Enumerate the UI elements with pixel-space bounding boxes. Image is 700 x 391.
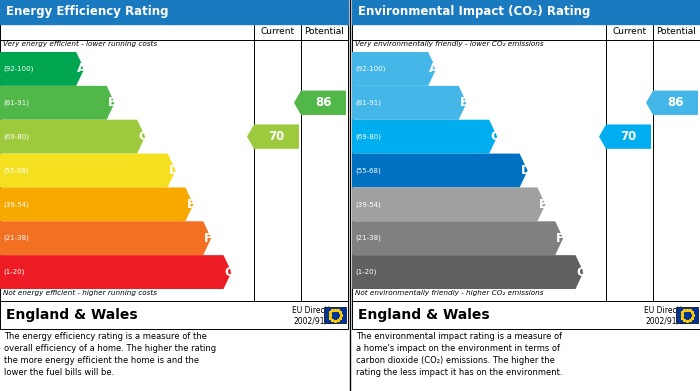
Text: B: B — [460, 96, 469, 109]
Text: (39-54): (39-54) — [3, 201, 29, 208]
Text: (81-91): (81-91) — [3, 100, 29, 106]
Text: G: G — [225, 265, 235, 278]
Text: G: G — [577, 265, 587, 278]
Text: The energy efficiency rating is a measure of the
overall efficiency of a home. T: The energy efficiency rating is a measur… — [4, 332, 216, 377]
Text: Current: Current — [612, 27, 647, 36]
Polygon shape — [352, 154, 528, 187]
Polygon shape — [0, 154, 176, 187]
Text: Very energy efficient - lower running costs: Very energy efficient - lower running co… — [3, 41, 157, 47]
Text: Potential: Potential — [304, 27, 344, 36]
Polygon shape — [0, 221, 211, 255]
Polygon shape — [0, 187, 193, 221]
Text: 70: 70 — [268, 130, 285, 143]
Bar — [324, 307, 346, 323]
Text: D: D — [521, 164, 531, 177]
Text: 70: 70 — [620, 130, 636, 143]
Text: EU Directive: EU Directive — [293, 306, 340, 315]
Text: Potential: Potential — [657, 27, 696, 36]
Text: (92-100): (92-100) — [3, 66, 34, 72]
Text: England & Wales: England & Wales — [6, 308, 138, 322]
Text: C: C — [490, 130, 499, 143]
Text: (1-20): (1-20) — [3, 269, 25, 275]
Text: E: E — [186, 198, 195, 211]
Polygon shape — [599, 124, 651, 149]
Text: A: A — [77, 63, 87, 75]
Text: (55-68): (55-68) — [3, 167, 29, 174]
Polygon shape — [352, 86, 467, 120]
Text: EU Directive: EU Directive — [645, 306, 692, 315]
Polygon shape — [352, 52, 436, 86]
Text: 2002/91/EC: 2002/91/EC — [646, 316, 690, 325]
Polygon shape — [352, 187, 545, 221]
Bar — [676, 307, 698, 323]
Text: F: F — [556, 232, 565, 245]
Bar — [352, 0, 700, 24]
Text: The environmental impact rating is a measure of
a home's impact on the environme: The environmental impact rating is a mea… — [356, 332, 563, 377]
Text: F: F — [204, 232, 213, 245]
Text: Environmental Impact (CO₂) Rating: Environmental Impact (CO₂) Rating — [358, 5, 590, 18]
Polygon shape — [0, 255, 232, 289]
Text: England & Wales: England & Wales — [358, 308, 489, 322]
Polygon shape — [0, 52, 84, 86]
Polygon shape — [0, 86, 115, 120]
Text: (69-80): (69-80) — [355, 133, 381, 140]
Text: A: A — [429, 63, 439, 75]
Polygon shape — [0, 120, 145, 154]
Polygon shape — [247, 124, 299, 149]
Bar — [0, 24, 348, 301]
Text: Very environmentally friendly - lower CO₂ emissions: Very environmentally friendly - lower CO… — [355, 41, 544, 47]
Polygon shape — [352, 255, 584, 289]
Polygon shape — [352, 221, 564, 255]
Text: (81-91): (81-91) — [355, 100, 381, 106]
Text: (92-100): (92-100) — [355, 66, 386, 72]
Text: Not environmentally friendly - higher CO₂ emissions: Not environmentally friendly - higher CO… — [355, 290, 543, 296]
Polygon shape — [646, 91, 698, 115]
Text: (21-38): (21-38) — [3, 235, 29, 242]
Text: E: E — [538, 198, 547, 211]
Polygon shape — [294, 91, 346, 115]
Text: D: D — [169, 164, 179, 177]
Bar — [352, 301, 700, 329]
Bar — [0, 0, 348, 24]
Bar — [0, 301, 348, 329]
Text: (55-68): (55-68) — [355, 167, 381, 174]
Text: 86: 86 — [667, 96, 684, 109]
Text: (69-80): (69-80) — [3, 133, 29, 140]
Text: Not energy efficient - higher running costs: Not energy efficient - higher running co… — [3, 290, 157, 296]
Text: (21-38): (21-38) — [355, 235, 381, 242]
Text: 86: 86 — [315, 96, 332, 109]
Text: C: C — [138, 130, 147, 143]
Text: B: B — [108, 96, 117, 109]
Text: 2002/91/EC: 2002/91/EC — [294, 316, 338, 325]
Polygon shape — [352, 120, 497, 154]
Bar — [352, 24, 700, 301]
Text: (1-20): (1-20) — [355, 269, 377, 275]
Text: Current: Current — [260, 27, 295, 36]
Text: Energy Efficiency Rating: Energy Efficiency Rating — [6, 5, 169, 18]
Text: (39-54): (39-54) — [355, 201, 381, 208]
